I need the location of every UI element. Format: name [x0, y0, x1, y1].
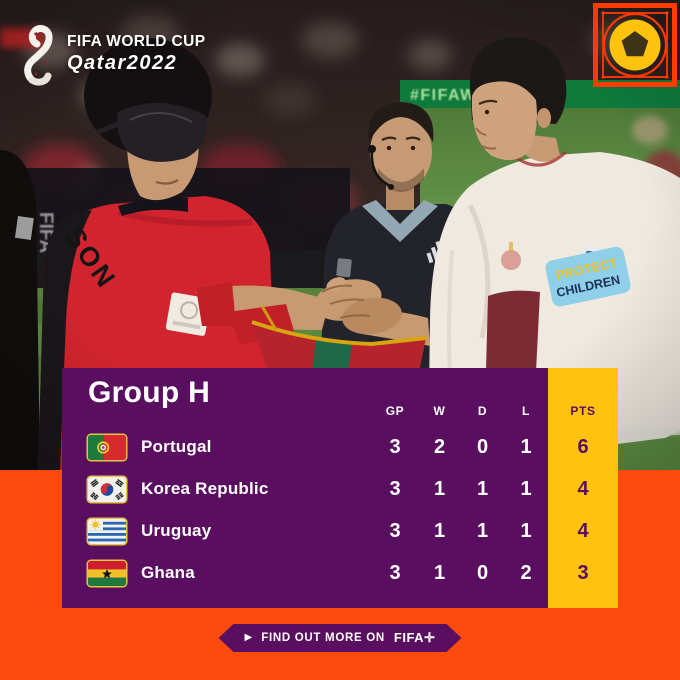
stat-l: 1 [520, 477, 532, 500]
table-body: Portugal 3 2 0 1 6 [62, 426, 618, 594]
stat-d: 0 [476, 435, 489, 458]
col-gp: GP [385, 404, 405, 418]
team-name: Korea Republic [141, 479, 269, 498]
play-icon: ▶ [244, 632, 253, 643]
table-row-ghana: Ghana 3 1 0 2 3 [62, 552, 618, 594]
group-standings-panel: Group H GP W D L PTS Portu [62, 368, 618, 608]
stat-w: 1 [433, 477, 446, 500]
col-l: L [522, 404, 530, 418]
table-row-uruguay: Uruguay 3 1 1 1 4 [62, 510, 618, 552]
col-d: D [477, 404, 488, 418]
cta-text: FIND OUT MORE ON [261, 632, 385, 644]
pentagon-stamp-icon [593, 3, 677, 87]
stat-pts: 3 [577, 561, 589, 584]
ghana-flag-icon [88, 560, 126, 586]
table-title: Group H [88, 376, 211, 409]
stat-w: 2 [433, 435, 446, 458]
stat-l: 1 [520, 519, 532, 542]
team-name: Portugal [141, 437, 212, 456]
portugal-flag-icon [88, 434, 126, 460]
find-out-more-banner[interactable]: ▶ FIND OUT MORE ON FIFA✛ [219, 624, 462, 652]
pts-column-highlight [548, 368, 618, 608]
stat-gp: 3 [389, 435, 401, 458]
table-header-row: GP W D L PTS [62, 400, 618, 422]
stat-gp: 3 [389, 519, 401, 542]
stat-pts: 4 [577, 477, 589, 500]
stat-gp: 3 [389, 561, 401, 584]
stat-gp: 3 [389, 477, 401, 500]
fifa-world-cup-logo: FIFA WORLD CUP Qatar2022 [24, 22, 206, 86]
wordmark: FIFA WORLD CUP [67, 33, 206, 50]
stat-d: 1 [476, 519, 489, 542]
table-row-portugal: Portugal 3 2 0 1 6 [62, 426, 618, 468]
stat-d: 0 [476, 561, 489, 584]
fifa-plus-logo: FIFA✛ [393, 630, 436, 645]
stat-pts: 6 [577, 435, 589, 458]
team-name: Uruguay [141, 521, 212, 540]
stat-l: 1 [520, 435, 532, 458]
stat-pts: 4 [577, 519, 589, 542]
stat-l: 2 [520, 561, 532, 584]
col-w: W [433, 404, 446, 418]
korea-republic-flag-icon [88, 476, 126, 502]
stat-d: 1 [476, 477, 489, 500]
qatar2022-emblem-icon [24, 25, 53, 86]
stat-w: 1 [433, 519, 446, 542]
uruguay-flag-icon [88, 518, 126, 544]
col-pts: PTS [570, 404, 596, 418]
wordmark-year: Qatar2022 [67, 52, 178, 74]
table-row-korea: Korea Republic 3 1 1 1 4 [62, 468, 618, 510]
stat-w: 1 [433, 561, 446, 584]
team-name: Ghana [141, 563, 195, 582]
